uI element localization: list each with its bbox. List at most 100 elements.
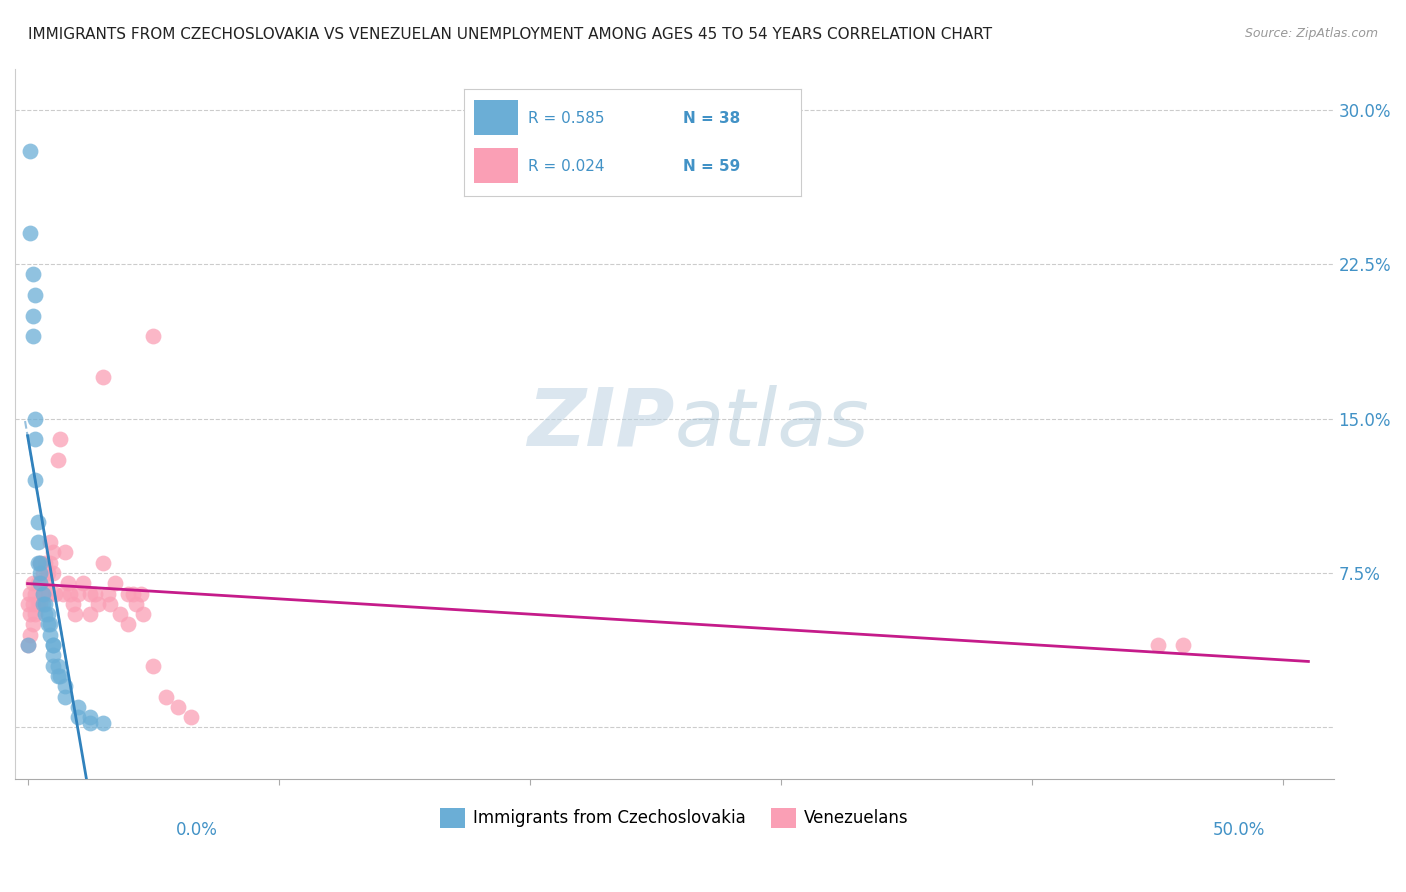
- Point: [1171, 638, 1194, 652]
- Point: [142, 658, 165, 673]
- Point: [27, 515, 49, 529]
- Point: [129, 586, 152, 600]
- Point: [91, 716, 114, 731]
- Point: [41, 658, 63, 673]
- Point: [84, 586, 107, 600]
- Point: [142, 329, 165, 343]
- Point: [37, 617, 59, 632]
- Point: [27, 556, 49, 570]
- Point: [24, 432, 46, 446]
- Text: 50.0%: 50.0%: [1213, 821, 1265, 838]
- Point: [24, 607, 46, 622]
- Point: [24, 288, 46, 302]
- Point: [49, 669, 72, 683]
- Point: [41, 648, 63, 663]
- Point: [66, 699, 89, 714]
- Point: [62, 597, 84, 611]
- Point: [132, 607, 155, 622]
- Text: N = 38: N = 38: [683, 111, 741, 126]
- Point: [18, 607, 41, 622]
- Text: 0.0%: 0.0%: [176, 821, 218, 838]
- Point: [53, 545, 76, 559]
- Point: [18, 144, 41, 158]
- Point: [24, 474, 46, 488]
- Point: [18, 586, 41, 600]
- Point: [21, 617, 44, 632]
- Point: [117, 617, 139, 632]
- Point: [30, 576, 52, 591]
- Point: [30, 556, 52, 570]
- Text: R = 0.024: R = 0.024: [529, 159, 605, 174]
- Point: [37, 566, 59, 580]
- Point: [17, 638, 39, 652]
- Point: [21, 329, 44, 343]
- Point: [30, 576, 52, 591]
- Point: [31, 586, 53, 600]
- Point: [39, 617, 62, 632]
- Point: [34, 556, 56, 570]
- Legend: Immigrants from Czechoslovakia, Venezuelans: Immigrants from Czechoslovakia, Venezuel…: [433, 801, 915, 835]
- Point: [52, 586, 75, 600]
- Point: [17, 638, 39, 652]
- Point: [21, 268, 44, 282]
- Point: [18, 226, 41, 240]
- Point: [34, 597, 56, 611]
- Point: [87, 597, 110, 611]
- Point: [27, 597, 49, 611]
- Point: [30, 556, 52, 570]
- Point: [27, 535, 49, 549]
- Point: [46, 658, 69, 673]
- Point: [31, 566, 53, 580]
- Point: [79, 607, 101, 622]
- Point: [21, 309, 44, 323]
- Point: [79, 710, 101, 724]
- Point: [44, 586, 66, 600]
- Point: [37, 607, 59, 622]
- Point: [41, 638, 63, 652]
- Point: [24, 586, 46, 600]
- Point: [49, 432, 72, 446]
- Point: [117, 586, 139, 600]
- Point: [41, 566, 63, 580]
- Point: [180, 710, 202, 724]
- Text: atlas: atlas: [675, 384, 869, 463]
- Text: ZIP: ZIP: [527, 384, 675, 463]
- Point: [21, 576, 44, 591]
- Text: N = 59: N = 59: [683, 159, 741, 174]
- Point: [30, 597, 52, 611]
- Point: [34, 576, 56, 591]
- Text: Source: ZipAtlas.com: Source: ZipAtlas.com: [1244, 27, 1378, 40]
- Point: [39, 535, 62, 549]
- Point: [79, 586, 101, 600]
- Point: [122, 586, 145, 600]
- Point: [97, 586, 120, 600]
- Point: [66, 586, 89, 600]
- Point: [65, 607, 87, 622]
- Point: [53, 679, 76, 693]
- Point: [39, 556, 62, 570]
- FancyBboxPatch shape: [474, 148, 517, 184]
- Point: [66, 710, 89, 724]
- Point: [72, 576, 94, 591]
- Point: [100, 597, 122, 611]
- Point: [30, 566, 52, 580]
- Text: IMMIGRANTS FROM CZECHOSLOVAKIA VS VENEZUELAN UNEMPLOYMENT AMONG AGES 45 TO 54 YE: IMMIGRANTS FROM CZECHOSLOVAKIA VS VENEZU…: [28, 27, 993, 42]
- Point: [24, 411, 46, 425]
- FancyBboxPatch shape: [474, 100, 517, 136]
- Point: [21, 597, 44, 611]
- Text: R = 0.585: R = 0.585: [529, 111, 605, 126]
- Point: [59, 586, 82, 600]
- Point: [46, 669, 69, 683]
- Point: [17, 597, 39, 611]
- Point: [91, 556, 114, 570]
- Point: [79, 716, 101, 731]
- Point: [27, 576, 49, 591]
- Point: [53, 690, 76, 704]
- Point: [1146, 638, 1168, 652]
- Point: [41, 638, 63, 652]
- Point: [31, 586, 53, 600]
- Point: [91, 370, 114, 384]
- Point: [167, 699, 190, 714]
- Point: [46, 452, 69, 467]
- Point: [56, 576, 79, 591]
